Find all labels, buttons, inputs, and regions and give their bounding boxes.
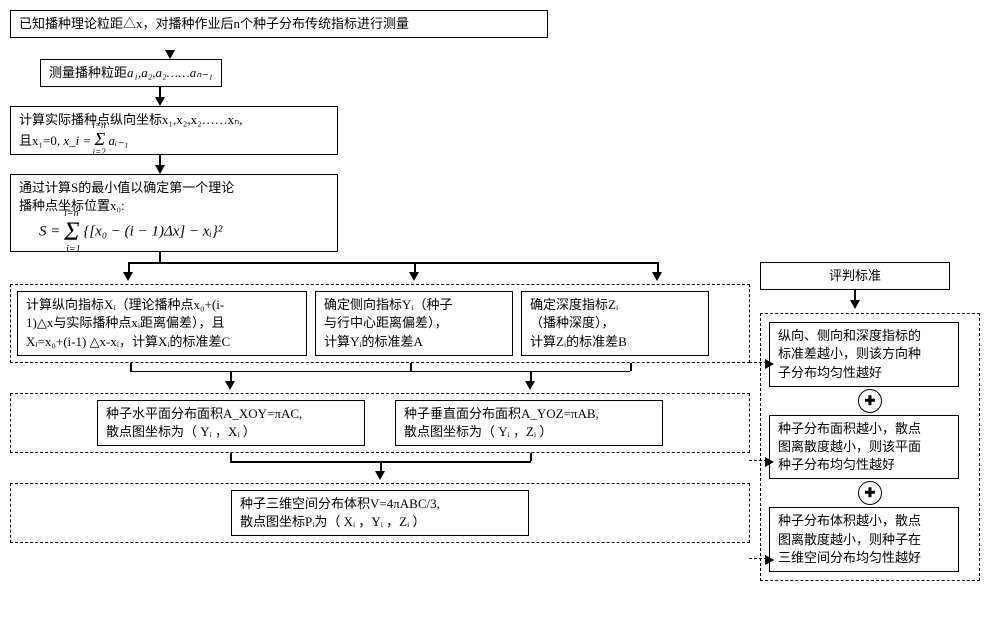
group-2d: 种子水平面分布面积A_XOY=πAC, 散点图坐标为（ Yᵢ ，Xᵢ ） 种子垂…	[10, 393, 750, 453]
node-yi: 确定侧向指标Yᵢ（种子 与行中心距离偏差）， 计算Yᵢ的标准差A	[315, 291, 513, 356]
l1: 通过计算S的最小值以确定第一个理论	[19, 179, 329, 197]
criteria-1: 纵向、侧向和深度指标的 标准差越小，则该方向种 子分布均匀性越好	[769, 322, 959, 387]
node-measure-a: 测量播种粒距a₁,a₂,a₂……aₙ₋₁	[40, 59, 222, 87]
line2: 且x₁=0, x_i = Σ i=n i=2 aᵢ₋₁	[19, 130, 329, 150]
line1: 计算实际播种点纵向坐标x₁,x₂,x₂……xₙ,	[19, 111, 329, 129]
criteria-2: 种子分布面积越小，散点 图离散度越小，则该平面 种子分布均匀性越好	[769, 415, 959, 480]
plus-icon: ✚	[858, 481, 882, 505]
node-calc-x: 计算实际播种点纵向坐标x₁,x₂,x₂……xₙ, 且x₁=0, x_i = Σ …	[10, 106, 338, 154]
criteria-header: 评判标准	[760, 262, 950, 290]
text: 已知播种理论粒距△x，对播种作业后n个种子分布传统指标进行测量	[19, 16, 409, 31]
criteria-group: 纵向、侧向和深度指标的 标准差越小，则该方向种 子分布均匀性越好 ✚ 种子分布面…	[760, 313, 980, 581]
node-xi: 计算纵向指标Xᵢ（理论播种点x₀+(i- 1)△x与实际播种点xᵢ距离偏差），且…	[17, 291, 307, 356]
node-axoy: 种子水平面分布面积A_XOY=πAC, 散点图坐标为（ Yᵢ ，Xᵢ ）	[97, 400, 365, 446]
criteria-3: 种子分布体积越小，散点 图离散度越小，则种子在 三维空间分布均匀性越好	[769, 507, 959, 572]
plus-icon: ✚	[858, 389, 882, 413]
node-zi: 确定深度指标Zᵢ （播种深度）， 计算Zᵢ的标准差B	[521, 291, 709, 356]
text: 测量播种粒距	[49, 65, 127, 80]
node-ayoz: 种子垂直面分布面积A_YOZ=πAB, 散点图坐标为（ Yᵢ ，Zᵢ ）	[395, 400, 663, 446]
seq: a₁,a₂,a₂……aₙ₋₁	[127, 65, 213, 80]
eq: S = Σ i=n i=1 {[x₀ − (i − 1)Δx] − xᵢ}²	[19, 215, 329, 247]
node-known: 已知播种理论粒距△x，对播种作业后n个种子分布传统指标进行测量	[10, 10, 548, 38]
node-calc-s: 通过计算S的最小值以确定第一个理论 播种点坐标位置x₀: S = Σ i=n i…	[10, 174, 338, 252]
group-1d: 计算纵向指标Xᵢ（理论播种点x₀+(i- 1)△x与实际播种点xᵢ距离偏差），且…	[10, 284, 750, 363]
node-volume: 种子三维空间分布体积V=4πABC/3, 散点图坐标Pᵢ为（ Xᵢ ，Yᵢ ，Z…	[231, 490, 529, 536]
group-3d: 种子三维空间分布体积V=4πABC/3, 散点图坐标Pᵢ为（ Xᵢ ，Yᵢ ，Z…	[10, 483, 750, 543]
